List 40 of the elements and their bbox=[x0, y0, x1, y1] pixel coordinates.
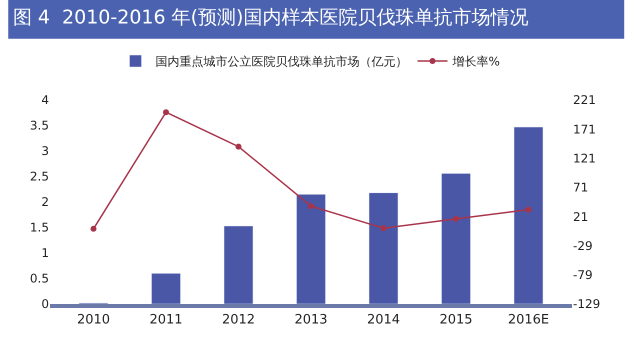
y2-tick-label: 171 bbox=[573, 122, 596, 136]
bar bbox=[514, 126, 544, 304]
x-tick-label: 2011 bbox=[149, 312, 183, 328]
y2-tick-label: 21 bbox=[573, 210, 588, 224]
point bbox=[453, 216, 459, 222]
y-tick-label: 3.5 bbox=[30, 118, 49, 133]
y2-tick-label: -129 bbox=[573, 297, 600, 312]
y-tick-label: 0 bbox=[41, 297, 49, 312]
y2-tick-label: 121 bbox=[573, 151, 596, 166]
bar bbox=[151, 273, 181, 304]
y2-tick-label: -79 bbox=[573, 268, 593, 282]
chart-title: 图 4 2010-2016 年(预测)国内样本医院贝伐珠单抗市场情况 bbox=[12, 6, 528, 29]
x-tick-label: 2010 bbox=[76, 312, 110, 328]
y2-tick-label: 221 bbox=[573, 93, 596, 108]
y-tick-label: 2.5 bbox=[30, 170, 49, 184]
x-tick-label: 2016E bbox=[508, 312, 550, 328]
y-tick-label: 4 bbox=[41, 93, 49, 108]
point bbox=[90, 226, 96, 232]
legend-label: 增长率% bbox=[452, 54, 500, 69]
x-tick-label: 2015 bbox=[439, 312, 473, 328]
y-tick-label: 1.5 bbox=[30, 220, 49, 235]
x-tick-label: 2012 bbox=[222, 312, 256, 328]
point bbox=[163, 109, 169, 116]
x-tick-label: 2014 bbox=[366, 312, 400, 328]
x-tick-label: 2013 bbox=[294, 312, 328, 328]
y2-tick-label: 71 bbox=[573, 180, 588, 195]
y2-tick-label: -29 bbox=[573, 238, 593, 253]
bar bbox=[441, 173, 471, 304]
bar bbox=[296, 194, 326, 304]
point bbox=[236, 144, 242, 150]
y-tick-label: 2 bbox=[41, 195, 49, 210]
y-tick-label: 0.5 bbox=[30, 272, 49, 286]
legend-label: 国内重点城市公立医院贝伐珠单抗市场（亿元） bbox=[156, 54, 408, 69]
point bbox=[308, 203, 314, 210]
bar bbox=[368, 192, 398, 304]
bar bbox=[224, 226, 254, 304]
y-tick-label: 1 bbox=[41, 246, 49, 260]
point bbox=[526, 206, 532, 213]
point bbox=[380, 225, 386, 232]
y-tick-label: 3 bbox=[41, 144, 49, 158]
